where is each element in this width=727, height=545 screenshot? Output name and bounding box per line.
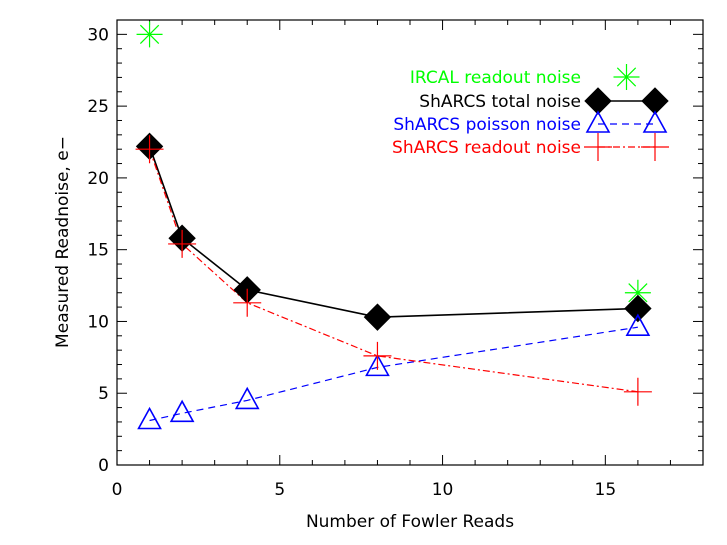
- data-point-ircal-readout-noise: [624, 279, 651, 306]
- series-line-sharcs-total-noise: [148, 146, 638, 318]
- y-tick-label: 5: [98, 384, 109, 404]
- series-line-sharcs-readout-noise: [148, 148, 638, 393]
- y-tick-label: 25: [87, 97, 109, 117]
- data-point-sharcs-poisson-noise: [234, 386, 260, 410]
- y-tick-label: 20: [87, 169, 109, 189]
- legend-label-ircal-readout-noise: IRCAL readout noise: [410, 68, 581, 88]
- y-tick-label: 10: [87, 312, 109, 332]
- axis-ticks: 0 5 10 15 0 5 10 15 20 25 30: [87, 20, 703, 500]
- legend-label-sharcs-total-noise: ShARCS total noise: [419, 92, 581, 112]
- legend-label-sharcs-readout-noise: ShARCS readout noise: [392, 138, 581, 158]
- series-line-sharcs-poisson-noise: [149, 326, 638, 422]
- data-point-sharcs-poisson-noise: [365, 353, 390, 377]
- legend-marker-sharcs-total-noise: [584, 87, 612, 115]
- data-point-sharcs-total-noise: [363, 303, 392, 331]
- x-tick-label: 5: [274, 480, 285, 500]
- data-point-ircal-readout-noise: [136, 21, 163, 48]
- data-point-sharcs-readout-noise: [168, 229, 197, 258]
- y-axis-label: Measured Readnoise, e−: [53, 136, 73, 348]
- data-point-sharcs-poisson-noise: [137, 406, 162, 430]
- legend-marker-ircal-readout-noise: [613, 64, 640, 90]
- y-tick-label: 15: [87, 241, 109, 261]
- data-point-sharcs-readout-noise: [623, 377, 652, 406]
- legend-marker-sharcs-readout-noise: [641, 133, 669, 161]
- y-tick-label: 30: [87, 25, 109, 45]
- legend-marker-sharcs-poisson-noise: [642, 110, 668, 133]
- legend-marker-sharcs-total-noise: [641, 87, 669, 115]
- series-markers: [135, 21, 652, 430]
- x-tick-label: 15: [595, 480, 617, 500]
- legend: IRCAL readout noise ShARCS total noise ShA…: [392, 64, 669, 161]
- data-point-sharcs-readout-noise: [363, 341, 392, 370]
- data-point-sharcs-readout-noise: [135, 135, 164, 164]
- data-point-sharcs-total-noise: [624, 294, 652, 323]
- data-point-sharcs-poisson-noise: [625, 313, 651, 336]
- x-axis-label: Number of Fowler Reads: [306, 512, 514, 532]
- legend-marker-sharcs-readout-noise: [584, 133, 612, 161]
- data-point-sharcs-readout-noise: [233, 288, 262, 317]
- series-lines: [148, 146, 638, 422]
- legend-label-sharcs-poisson-noise: ShARCS poisson noise: [393, 115, 581, 135]
- legend-marker-sharcs-poisson-noise: [585, 110, 611, 133]
- data-point-sharcs-poisson-noise: [169, 399, 195, 423]
- x-tick-label: 10: [432, 480, 454, 500]
- y-tick-label: 0: [98, 456, 109, 476]
- x-tick-label: 0: [112, 480, 123, 500]
